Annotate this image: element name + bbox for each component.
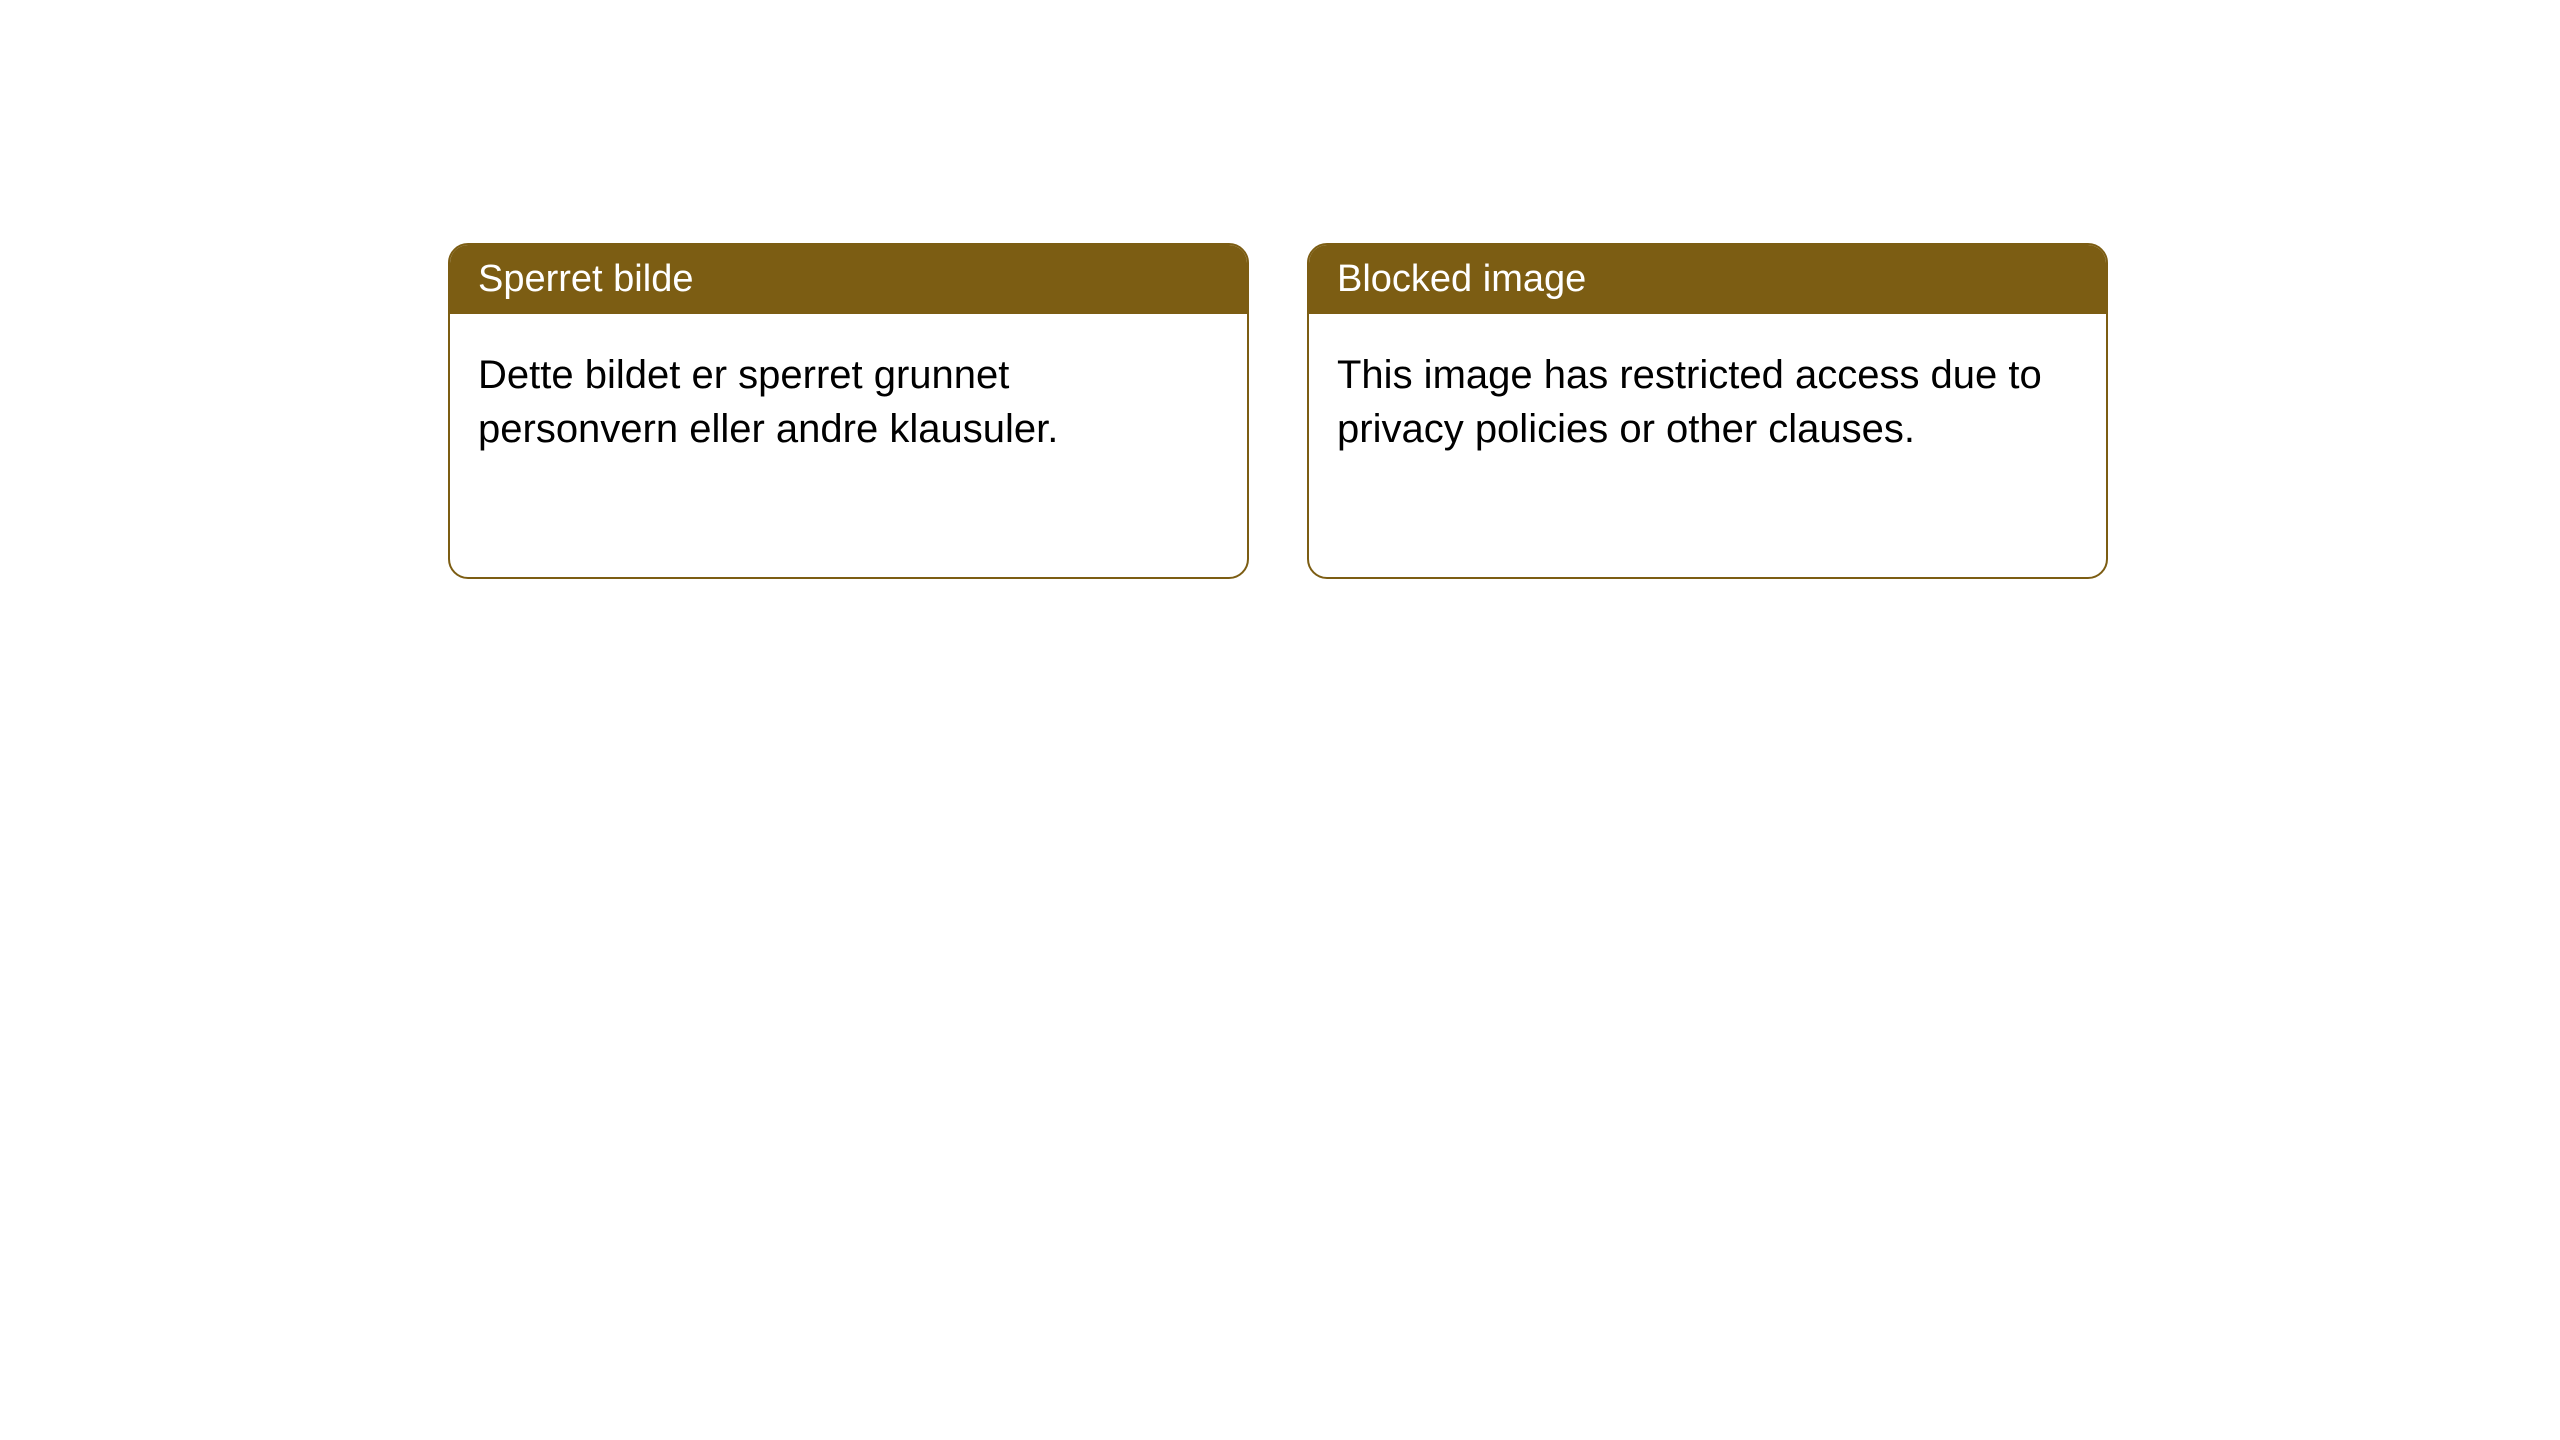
card-title: Blocked image	[1337, 258, 1586, 300]
card-header: Sperret bilde	[450, 245, 1247, 314]
blocked-image-card-no: Sperret bilde Dette bildet er sperret gr…	[448, 243, 1249, 579]
blocked-image-card-en: Blocked image This image has restricted …	[1307, 243, 2108, 579]
cards-container: Sperret bilde Dette bildet er sperret gr…	[448, 243, 2108, 579]
card-body-text: Dette bildet er sperret grunnet personve…	[478, 353, 1058, 451]
card-body-text: This image has restricted access due to …	[1337, 353, 2042, 451]
card-body: Dette bildet er sperret grunnet personve…	[450, 314, 1247, 490]
card-body: This image has restricted access due to …	[1309, 314, 2106, 490]
card-title: Sperret bilde	[478, 258, 693, 300]
card-header: Blocked image	[1309, 245, 2106, 314]
